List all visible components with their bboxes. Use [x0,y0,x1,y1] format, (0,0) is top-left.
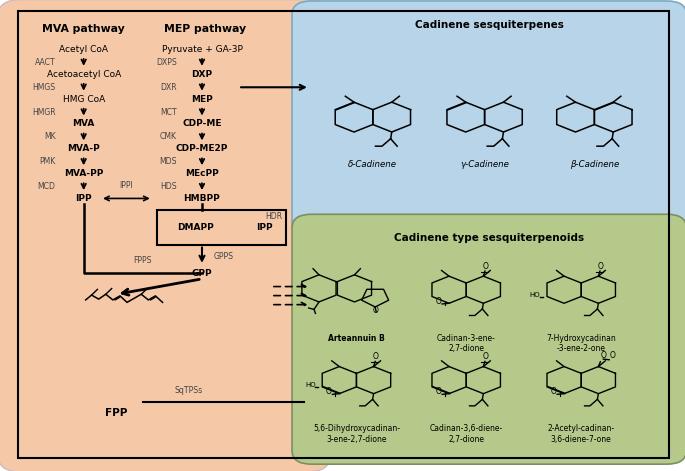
Text: CDP-ME2P: CDP-ME2P [176,144,228,153]
Text: O: O [373,352,379,361]
Text: GPPS: GPPS [214,252,234,261]
Text: 7-Hydroxycadinan
-3-ene-2-one: 7-Hydroxycadinan -3-ene-2-one [547,334,616,353]
Text: β-Cadinene: β-Cadinene [570,160,619,169]
Text: CMK: CMK [160,132,177,141]
Text: MVA-PP: MVA-PP [64,169,103,178]
Text: DXR: DXR [160,83,177,92]
Text: HDS: HDS [160,182,177,191]
Text: HO: HO [530,292,540,298]
Text: O: O [325,387,332,396]
Text: O: O [610,351,616,360]
Text: Arteannuin B: Arteannuin B [328,334,385,343]
Text: IPPI: IPPI [119,181,134,190]
Text: DXP: DXP [191,70,212,79]
Text: O: O [550,387,556,396]
FancyBboxPatch shape [292,1,685,237]
Text: DMAPP: DMAPP [177,223,214,232]
Text: FPPS: FPPS [134,256,152,265]
Text: MEcPP: MEcPP [185,169,219,178]
Text: HMGS: HMGS [32,83,55,92]
Text: 2-Acetyl-cadinan-
3,6-diene-7-one: 2-Acetyl-cadinan- 3,6-diene-7-one [548,424,615,444]
Text: GPP: GPP [192,268,212,277]
Text: PMK: PMK [39,157,55,166]
Text: HDR: HDR [266,211,283,220]
Text: IPP: IPP [256,223,273,232]
Text: Pyruvate + GA-3P: Pyruvate + GA-3P [162,45,242,54]
Text: Cadinene type sesquiterpenoids: Cadinene type sesquiterpenoids [394,233,584,243]
Text: MK: MK [44,132,55,141]
Text: MDS: MDS [160,157,177,166]
Text: SqTPSs: SqTPSs [175,387,203,396]
Text: HMBPP: HMBPP [184,194,221,203]
Text: O: O [597,262,603,271]
Text: MVA-P: MVA-P [67,144,100,153]
Text: O: O [435,297,441,306]
Text: MVA: MVA [73,119,95,129]
Text: MCT: MCT [160,108,177,117]
Text: O: O [482,352,488,361]
FancyBboxPatch shape [292,214,685,464]
Text: MVA pathway: MVA pathway [42,24,125,33]
Text: CDP-ME: CDP-ME [182,119,222,129]
Text: Cadinan-3-ene-
2,7-dione: Cadinan-3-ene- 2,7-dione [437,334,496,353]
Text: HMG CoA: HMG CoA [62,95,105,104]
Text: 5,6-Dihydroxycadinan-
3-ene-2,7-dione: 5,6-Dihydroxycadinan- 3-ene-2,7-dione [313,424,400,444]
Text: MCD: MCD [38,182,55,191]
Text: δ-Cadinene: δ-Cadinene [349,160,397,169]
Text: Acetyl CoA: Acetyl CoA [59,45,108,54]
Text: O: O [600,351,606,360]
Text: DXPS: DXPS [156,58,177,67]
Text: Cadinan-3,6-diene-
2,7-dione: Cadinan-3,6-diene- 2,7-dione [429,424,503,444]
Text: Cadinene sesquiterpenes: Cadinene sesquiterpenes [415,20,564,31]
Text: γ-Cadinene: γ-Cadinene [460,160,509,169]
Text: O: O [482,262,488,271]
Text: O: O [373,306,379,315]
FancyBboxPatch shape [0,0,330,471]
Text: Acetoacetyl CoA: Acetoacetyl CoA [47,70,121,79]
Text: MEP pathway: MEP pathway [164,24,247,33]
Bar [158,210,286,244]
Text: HMGR: HMGR [32,108,55,117]
Text: MEP: MEP [191,95,213,104]
Text: O: O [435,387,441,396]
Text: IPP: IPP [75,194,92,203]
Text: AACT: AACT [35,58,55,67]
Text: HO: HO [305,382,316,388]
Text: FPP: FPP [105,408,127,418]
